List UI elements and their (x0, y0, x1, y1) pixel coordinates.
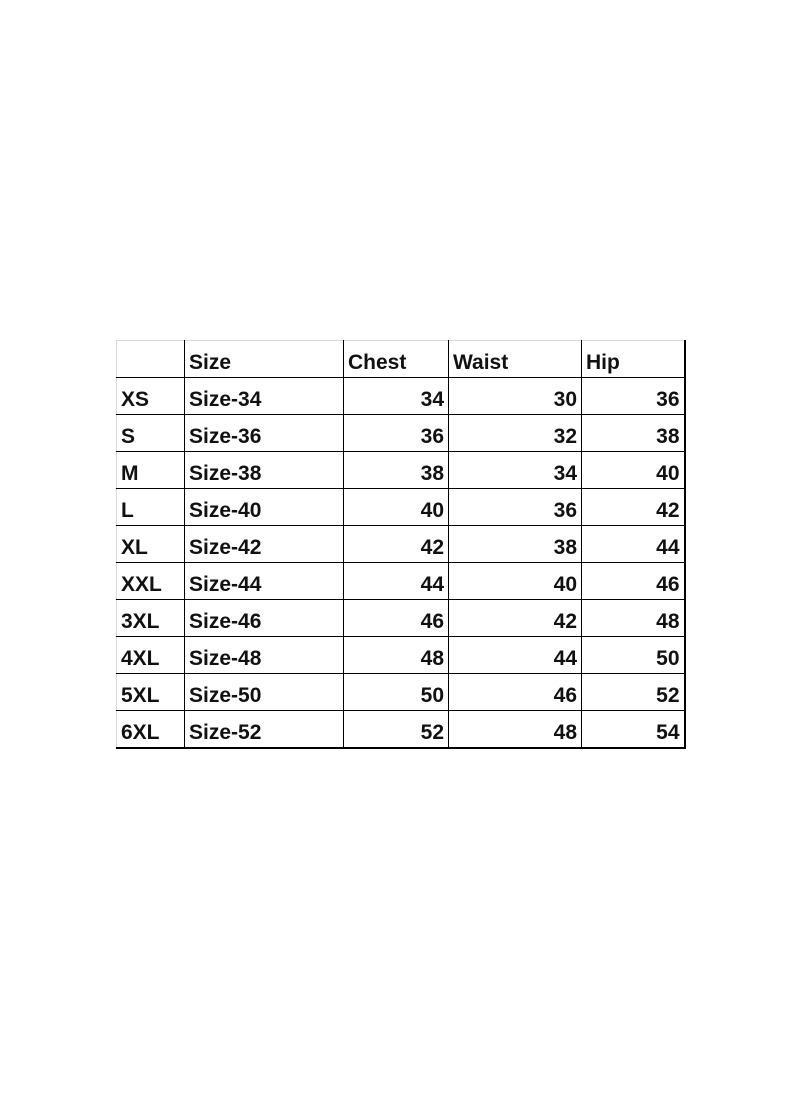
cell-hip: 52 (581, 673, 686, 711)
table-row: 6XL Size-52 52 48 54 (116, 710, 686, 749)
cell-waist: 30 (448, 377, 582, 415)
cell-chest: 34 (343, 377, 449, 415)
cell-hip: 54 (581, 710, 686, 749)
cell-size-label: Size-34 (184, 377, 344, 415)
header-cell-chest: Chest (343, 340, 449, 378)
cell-hip: 40 (581, 451, 686, 489)
cell-size-code: 5XL (116, 673, 185, 711)
table-row: 3XL Size-46 46 42 48 (116, 599, 686, 637)
cell-hip: 36 (581, 377, 686, 415)
cell-chest: 38 (343, 451, 449, 489)
cell-size-code: XS (116, 377, 185, 415)
header-cell-size-code (116, 340, 185, 378)
cell-waist: 48 (448, 710, 582, 749)
cell-chest: 42 (343, 525, 449, 563)
cell-size-code: XL (116, 525, 185, 563)
size-chart-table: Size Chest Waist Hip XS Size-34 34 30 36 S Size-36… (116, 340, 686, 749)
cell-chest: 50 (343, 673, 449, 711)
cell-chest: 52 (343, 710, 449, 749)
cell-hip: 50 (581, 636, 686, 674)
cell-size-label: Size-48 (184, 636, 344, 674)
cell-chest: 48 (343, 636, 449, 674)
cell-hip: 46 (581, 562, 686, 600)
cell-hip: 42 (581, 488, 686, 526)
cell-size-label: Size-46 (184, 599, 344, 637)
table-row: S Size-36 36 32 38 (116, 414, 686, 452)
cell-size-code: M (116, 451, 185, 489)
cell-size-code: S (116, 414, 185, 452)
cell-hip: 48 (581, 599, 686, 637)
cell-size-code: L (116, 488, 185, 526)
cell-size-code: 3XL (116, 599, 185, 637)
cell-chest: 36 (343, 414, 449, 452)
cell-size-label: Size-52 (184, 710, 344, 749)
table-row: L Size-40 40 36 42 (116, 488, 686, 526)
cell-size-label: Size-50 (184, 673, 344, 711)
cell-hip: 44 (581, 525, 686, 563)
table-row: XS Size-34 34 30 36 (116, 377, 686, 415)
cell-waist: 40 (448, 562, 582, 600)
cell-size-code: XXL (116, 562, 185, 600)
header-row: Size Chest Waist Hip (116, 340, 686, 378)
cell-size-label: Size-44 (184, 562, 344, 600)
cell-waist: 46 (448, 673, 582, 711)
cell-chest: 40 (343, 488, 449, 526)
cell-size-label: Size-40 (184, 488, 344, 526)
header-cell-size-label: Size (184, 340, 344, 378)
cell-waist: 36 (448, 488, 582, 526)
cell-size-code: 6XL (116, 710, 185, 749)
table-row: XXL Size-44 44 40 46 (116, 562, 686, 600)
cell-waist: 42 (448, 599, 582, 637)
cell-size-code: 4XL (116, 636, 185, 674)
header-cell-hip: Hip (581, 340, 686, 378)
cell-waist: 34 (448, 451, 582, 489)
cell-hip: 38 (581, 414, 686, 452)
cell-size-label: Size-42 (184, 525, 344, 563)
table-row: 4XL Size-48 48 44 50 (116, 636, 686, 674)
cell-chest: 44 (343, 562, 449, 600)
table-row: M Size-38 38 34 40 (116, 451, 686, 489)
cell-size-label: Size-36 (184, 414, 344, 452)
cell-waist: 32 (448, 414, 582, 452)
header-cell-waist: Waist (448, 340, 582, 378)
table-row: 5XL Size-50 50 46 52 (116, 673, 686, 711)
cell-waist: 38 (448, 525, 582, 563)
cell-waist: 44 (448, 636, 582, 674)
cell-size-label: Size-38 (184, 451, 344, 489)
table-row: XL Size-42 42 38 44 (116, 525, 686, 563)
cell-chest: 46 (343, 599, 449, 637)
